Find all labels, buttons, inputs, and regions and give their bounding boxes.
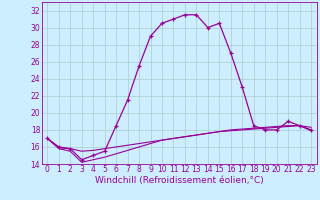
X-axis label: Windchill (Refroidissement éolien,°C): Windchill (Refroidissement éolien,°C): [95, 176, 264, 185]
